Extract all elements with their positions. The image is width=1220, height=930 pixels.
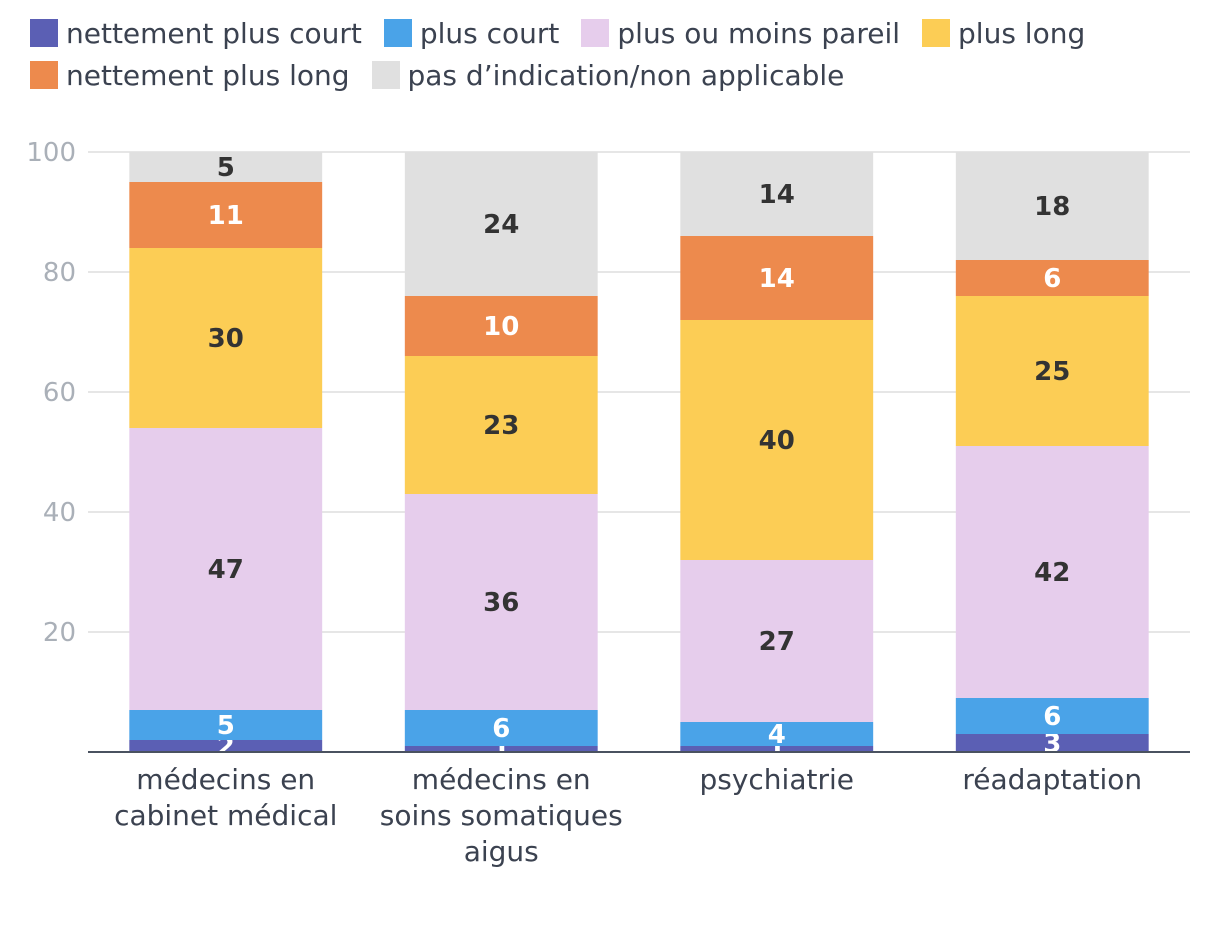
bar-segment [129,428,323,710]
data-label: 27 [759,627,795,657]
category-label: médecins en [136,763,315,796]
legend-item[interactable]: nettement plus long [30,59,350,92]
legend-item[interactable]: plus long [922,17,1085,50]
bar-segment [404,296,598,356]
data-label: 42 [1034,558,1070,588]
bar-segment [404,710,598,746]
bar-segment [129,710,323,740]
y-tick-label: 100 [26,138,76,168]
data-label: 36 [483,588,519,618]
legend-swatch [383,19,412,47]
bar-segment [680,746,874,752]
bar-segment [955,152,1149,260]
bar-segment [404,356,598,494]
bar-segment [680,560,874,722]
bar-segment [404,746,598,752]
bar-segment [955,260,1149,296]
legend-swatch [371,61,400,89]
bar-segment [680,236,874,320]
legend-swatch [581,19,610,47]
data-label: 6 [1043,264,1061,294]
bar-segment [955,296,1149,446]
category-label: médecins en [412,763,591,796]
y-tick-label: 20 [43,618,76,648]
category-label: réadaptation [962,763,1142,796]
y-tick-label: 40 [43,498,76,528]
data-label: 5 [217,711,235,741]
data-label: 47 [208,555,244,585]
bar-segment [404,152,598,296]
bar-segment [955,734,1149,752]
bar-segment [129,740,323,752]
data-label: 30 [208,324,244,354]
legend-swatch [30,61,58,89]
data-label: 4 [768,720,786,750]
legend-label: plus court [419,16,560,50]
data-label: 5 [217,153,235,183]
data-label: 11 [208,201,244,231]
data-label: 40 [759,426,795,456]
legend-row-2: nettement plus long pas d’indication/non… [30,54,1210,96]
bar-segment [680,152,874,236]
legend-label: nettement plus court [66,16,362,50]
legend-item[interactable]: pas d’indication/non applicable [371,58,845,92]
data-label: 14 [759,180,795,210]
y-tick-label: 60 [43,378,76,408]
legend-item[interactable]: nettement plus court [30,17,362,50]
category-label: cabinet médical [114,799,337,832]
data-label: 14 [759,264,795,294]
legend-label: plus long [958,16,1086,50]
category-label: soins somatiques [380,799,623,832]
bar-segment [129,248,323,428]
legend: nettement plus court plus court plus ou … [30,12,1210,96]
y-tick-label: 80 [43,258,76,288]
category-label: aigus [464,835,539,868]
bar-segment [680,320,874,560]
bar-segment [129,182,323,248]
category-label: psychiatrie [699,763,854,796]
legend-swatch [922,19,951,47]
bar-segment [955,698,1149,734]
legend-item[interactable]: plus ou moins pareil [581,17,900,50]
bar-segment [680,722,874,746]
data-label: 6 [1043,702,1061,732]
bar-segment [404,494,598,710]
bar-segment [955,446,1149,698]
data-label: 23 [483,411,519,441]
data-label: 6 [492,714,510,744]
legend-label: plus ou moins pareil [617,16,901,50]
data-label: 10 [483,312,519,342]
bar-segment [129,152,323,182]
legend-row-1: nettement plus court plus court plus ou … [30,12,1210,54]
legend-label: pas d’indication/non applicable [407,58,845,92]
data-label: 25 [1034,357,1070,387]
data-label: 18 [1034,192,1070,222]
data-label: 24 [483,210,519,240]
legend-item[interactable]: plus court [383,16,560,50]
legend-label: nettement plus long [66,58,350,92]
legend-swatch [30,19,58,47]
